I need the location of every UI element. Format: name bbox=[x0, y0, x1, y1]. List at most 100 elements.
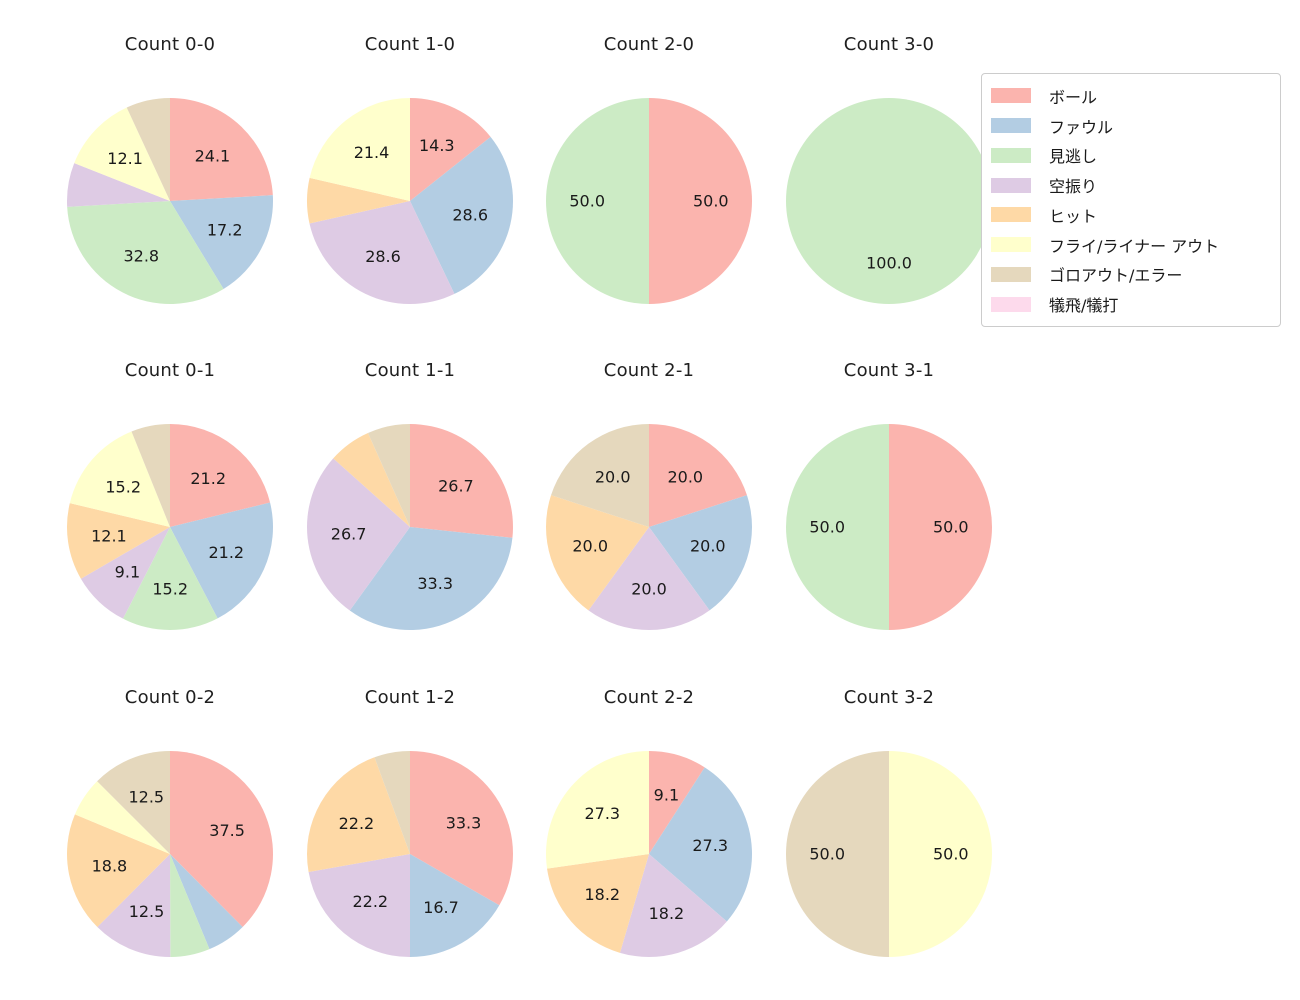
pie-slice bbox=[67, 814, 170, 927]
pie-slice bbox=[67, 201, 224, 305]
legend-swatch-sacrifice bbox=[991, 296, 1031, 312]
legend-swatch-swinging-strike bbox=[991, 177, 1031, 193]
pie-percentage-label: 24.1 bbox=[195, 147, 231, 166]
pie-percentage-label: 27.3 bbox=[584, 804, 620, 823]
pie-chart-count-1-2: Count 1-2 33.3 16.7 22.2 22.2 bbox=[290, 669, 530, 989]
pie-percentage-label: 50.0 bbox=[569, 192, 605, 211]
pie-percentage-label: 20.0 bbox=[595, 468, 631, 487]
pie-svg-count-0-1: 21.2 21.2 15.2 9.1 12.1 15.2 bbox=[66, 424, 274, 631]
pie-slice bbox=[97, 751, 170, 854]
chart-title-count-3-1: Count 3-1 bbox=[843, 360, 935, 381]
chart-title-count-0-0: Count 0-0 bbox=[124, 34, 216, 55]
pie-percentage-label: 33.3 bbox=[446, 814, 482, 833]
legend: ボール ファウル 見逃し 空振り ヒット フライ/ライナー アウト ゴロアウト/… bbox=[981, 73, 1281, 327]
pie-percentage-label: 50.0 bbox=[933, 845, 969, 864]
pie-percentage-label: 33.3 bbox=[417, 574, 453, 593]
pie-percentage-label: 9.1 bbox=[654, 785, 679, 804]
pie-slice bbox=[170, 751, 273, 927]
pie-percentage-label: 32.8 bbox=[123, 246, 159, 265]
chart-title-count-1-1: Count 1-1 bbox=[364, 360, 456, 381]
legend-item-sacrifice: 犠飛/犠打 bbox=[982, 292, 1280, 316]
pie-percentage-label: 12.5 bbox=[129, 902, 165, 921]
pie-percentage-label: 16.7 bbox=[423, 898, 459, 917]
legend-swatch-groundout-error bbox=[991, 266, 1031, 282]
pie-chart-count-3-1: Count 3-1 50.0 50.0 bbox=[769, 342, 1009, 662]
pie-slice bbox=[410, 98, 491, 201]
legend-swatch-ball bbox=[991, 88, 1031, 104]
pie-slice bbox=[547, 854, 649, 953]
pie-slice bbox=[889, 424, 992, 630]
pie-slice bbox=[545, 495, 649, 611]
pie-slice bbox=[97, 854, 171, 958]
pie-percentage-label: 12.1 bbox=[91, 527, 127, 546]
pie-percentage-label: 26.7 bbox=[331, 524, 367, 543]
pie-chart-count-1-1: Count 1-1 26.7 33.3 26.7 bbox=[290, 342, 530, 662]
pie-slice bbox=[410, 424, 513, 538]
chart-title-count-3-2: Count 3-2 bbox=[843, 687, 935, 708]
pie-percentage-label: 12.5 bbox=[128, 788, 164, 807]
legend-item-called-strike: 見逃し bbox=[982, 143, 1280, 167]
pie-slice bbox=[410, 751, 513, 906]
pie-chart-count-3-2: Count 3-2 50.0 50.0 bbox=[769, 669, 1009, 989]
pie-slice bbox=[367, 424, 410, 527]
pie-svg-count-1-2: 33.3 16.7 22.2 22.2 bbox=[306, 751, 513, 957]
pie-percentage-label: 37.5 bbox=[209, 821, 245, 840]
pie-slice bbox=[649, 424, 747, 527]
pie-percentage-label: 14.3 bbox=[419, 136, 455, 155]
pie-percentage-label: 18.2 bbox=[649, 904, 685, 923]
pie-slice bbox=[309, 98, 410, 201]
pie-svg-count-1-0: 14.3 28.6 28.6 21.4 bbox=[306, 98, 514, 305]
pie-percentage-label: 20.0 bbox=[572, 537, 608, 556]
chart-title-count-2-1: Count 2-1 bbox=[603, 360, 695, 381]
pie-slice bbox=[74, 781, 170, 854]
legend-item-foul: ファウル bbox=[982, 114, 1280, 138]
pie-percentage-label: 28.6 bbox=[452, 206, 488, 225]
pie-slice bbox=[333, 432, 410, 527]
pie-chart-count-3-0: Count 3-0 100.0 bbox=[769, 16, 1009, 336]
pie-slice bbox=[170, 502, 274, 619]
pie-percentage-label: 15.2 bbox=[105, 477, 141, 496]
legend-swatch-called-strike bbox=[991, 147, 1031, 163]
pie-slice bbox=[619, 854, 727, 958]
pie-percentage-label: 20.0 bbox=[631, 579, 667, 598]
pie-chart-count-0-0: Count 0-0 24.1 17.2 32.8 12.1 bbox=[50, 16, 290, 336]
pie-slice bbox=[74, 107, 170, 201]
pie-percentage-label: 20.0 bbox=[667, 468, 703, 487]
pie-svg-count-1-1: 26.7 33.3 26.7 bbox=[307, 424, 513, 631]
pie-slice bbox=[649, 751, 705, 854]
pie-percentage-label: 21.2 bbox=[208, 543, 244, 562]
pie-percentage-label: 26.7 bbox=[438, 476, 474, 495]
pie-percentage-label: 12.1 bbox=[107, 149, 143, 168]
pie-slice bbox=[786, 98, 992, 304]
legend-item-ball: ボール bbox=[982, 84, 1280, 108]
pie-percentage-label: 50.0 bbox=[809, 518, 845, 537]
pie-percentage-label: 50.0 bbox=[809, 845, 845, 864]
pie-slice bbox=[306, 757, 410, 873]
pie-slice bbox=[170, 424, 271, 527]
pie-percentage-label: 22.2 bbox=[352, 892, 388, 911]
legend-item-groundout-error: ゴロアウト/エラー bbox=[982, 262, 1280, 286]
pie-slice bbox=[889, 751, 992, 957]
chart-title-count-2-2: Count 2-2 bbox=[603, 687, 695, 708]
legend-item-fly-liner-out: フライ/ライナー アウト bbox=[982, 233, 1280, 257]
pie-svg-count-3-2: 50.0 50.0 bbox=[786, 751, 992, 957]
pie-slice bbox=[786, 424, 889, 630]
pie-slice bbox=[306, 177, 410, 224]
pie-percentage-label: 18.8 bbox=[92, 857, 128, 876]
pie-slice bbox=[649, 767, 753, 922]
chart-title-count-1-0: Count 1-0 bbox=[364, 34, 456, 55]
legend-label-hit: ヒット bbox=[1049, 206, 1098, 226]
pie-svg-count-0-0: 24.1 17.2 32.8 12.1 bbox=[66, 98, 274, 305]
chart-title-count-0-1: Count 0-1 bbox=[124, 360, 216, 381]
pie-slice bbox=[170, 854, 243, 950]
pie-percentage-label: 21.4 bbox=[354, 143, 390, 162]
pie-slice bbox=[122, 527, 218, 631]
pie-slice bbox=[309, 201, 455, 305]
pie-percentage-label: 20.0 bbox=[690, 537, 726, 556]
pie-percentage-label: 50.0 bbox=[933, 518, 969, 537]
pie-percentage-label: 15.2 bbox=[152, 579, 188, 598]
pie-slice bbox=[131, 424, 170, 527]
pie-chart-count-0-1: Count 0-1 21.2 21.2 15.2 9.1 12.1 15.2 bbox=[50, 342, 290, 662]
pie-slice bbox=[649, 98, 752, 304]
